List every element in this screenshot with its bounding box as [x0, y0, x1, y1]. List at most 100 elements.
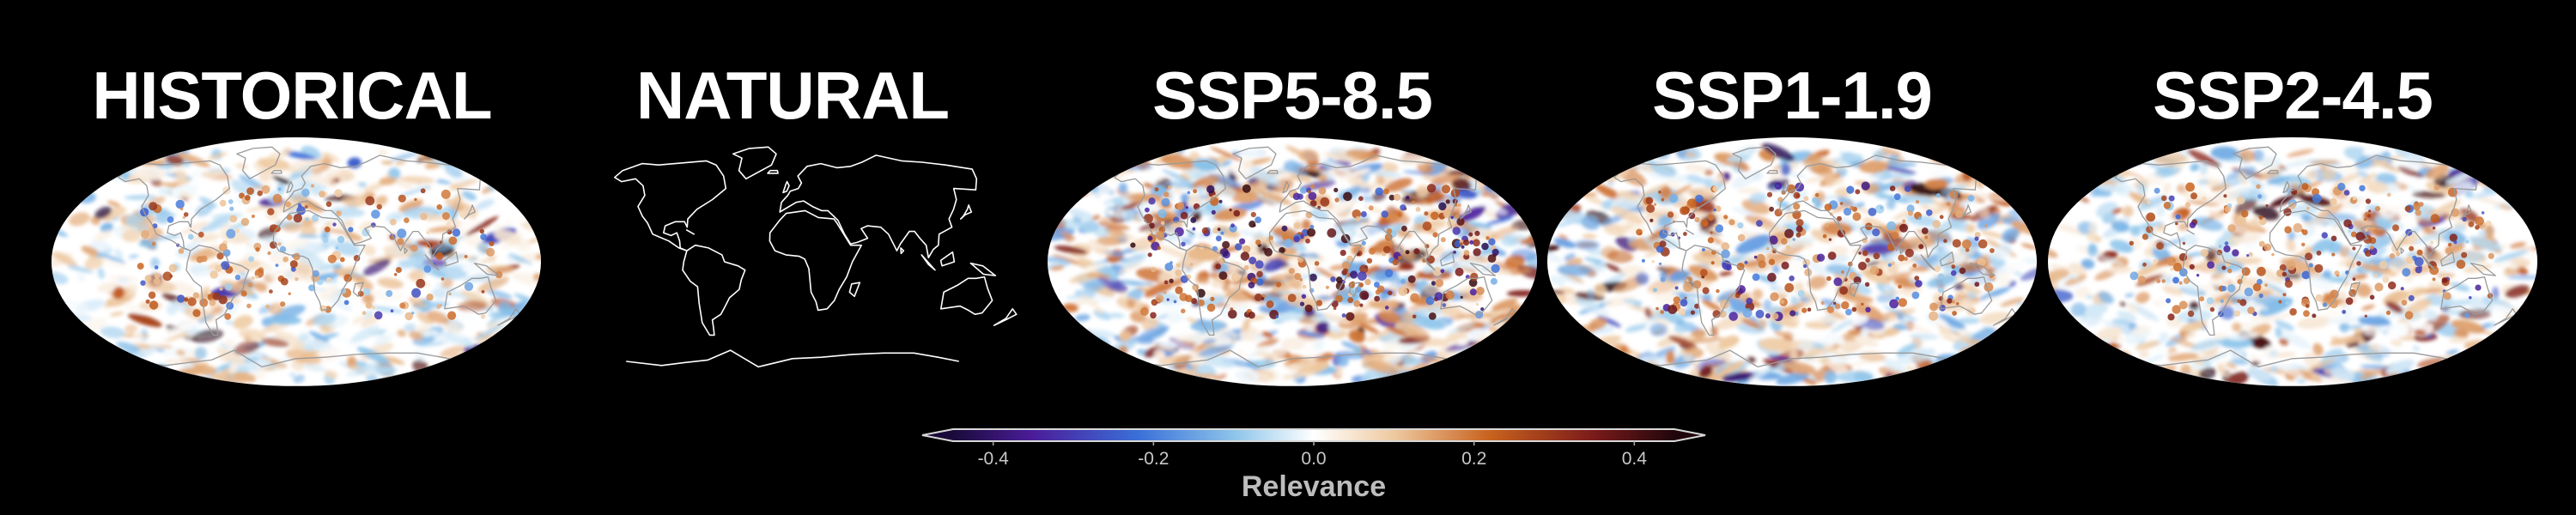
relevance-cell — [2398, 178, 2426, 185]
relevance-cell — [69, 212, 90, 227]
relevance-cell — [253, 282, 268, 293]
relevance-hotspot — [1868, 208, 1877, 216]
relevance-cell — [2208, 210, 2224, 220]
relevance-hotspot — [317, 279, 324, 286]
relevance-cell — [1302, 219, 1311, 232]
relevance-cell — [1785, 172, 1807, 179]
relevance-hotspot — [1206, 185, 1215, 194]
relevance-hotspot — [1384, 306, 1389, 310]
relevance-cell — [1603, 295, 1637, 307]
relevance-hotspot — [154, 272, 161, 279]
relevance-cell — [297, 233, 319, 239]
relevance-hotspot — [1826, 276, 1832, 282]
relevance-cell — [1979, 312, 2014, 325]
coastline-greenland — [1732, 146, 1777, 179]
relevance-cell — [269, 268, 304, 281]
coastline-island — [767, 169, 779, 174]
relevance-cell — [181, 221, 209, 235]
relevance-hotspot — [1784, 282, 1795, 293]
relevance-cell — [2354, 327, 2363, 336]
relevance-hotspot — [1361, 240, 1366, 245]
relevance-cell — [268, 302, 284, 315]
relevance-cell — [535, 253, 541, 261]
relevance-hotspot — [1651, 260, 1655, 264]
relevance-cell — [1959, 328, 1967, 337]
relevance-cell — [1144, 280, 1176, 298]
relevance-hotspot — [1850, 205, 1855, 210]
relevance-hotspot — [2388, 281, 2397, 290]
relevance-hotspot — [1440, 269, 1445, 274]
relevance-cell — [357, 182, 367, 187]
relevance-cell — [1336, 355, 1349, 367]
relevance-cell — [2086, 314, 2104, 327]
relevance-hotspot — [2232, 249, 2239, 257]
coastline-africa — [272, 209, 366, 312]
relevance-hotspot — [2257, 266, 2266, 276]
relevance-cell — [487, 289, 513, 300]
coastline-australia — [2440, 276, 2494, 315]
relevance-hotspot — [1217, 227, 1221, 232]
relevance-cell — [1486, 226, 1518, 241]
relevance-cell — [1583, 257, 1602, 264]
relevance-cell — [1357, 321, 1380, 335]
relevance-cell — [1318, 296, 1334, 300]
relevance-cell — [2414, 329, 2427, 336]
relevance-hotspot — [1346, 255, 1353, 263]
relevance-cell — [234, 372, 257, 383]
relevance-cell — [1686, 174, 1704, 184]
relevance-hotspot — [279, 245, 287, 253]
relevance-hotspot — [2330, 300, 2338, 309]
relevance-cell — [1553, 238, 1577, 249]
relevance-cell — [1395, 229, 1413, 238]
relevance-hotspot — [251, 276, 255, 280]
relevance-hotspot — [1783, 226, 1788, 230]
relevance-hotspot — [1173, 300, 1177, 304]
relevance-hotspot — [1309, 225, 1315, 229]
relevance-hotspot — [1938, 273, 1944, 280]
relevance-hotspot — [1970, 307, 1976, 313]
relevance-hotspot — [1193, 189, 1197, 194]
relevance-hotspot — [1974, 236, 1979, 241]
relevance-cell — [1399, 190, 1434, 207]
relevance-cell — [2233, 233, 2262, 244]
relevance-hotspot — [365, 302, 373, 309]
relevance-cell — [1327, 330, 1348, 339]
relevance-hotspot — [2147, 200, 2151, 204]
relevance-cell — [1368, 360, 1400, 376]
relevance-cell — [1896, 313, 1904, 321]
relevance-hotspot — [179, 207, 184, 211]
relevance-hotspot — [1700, 219, 1709, 227]
relevance-cell — [1650, 296, 1668, 302]
relevance-hotspot — [2355, 232, 2366, 241]
relevance-hotspot — [348, 227, 354, 233]
relevance-cell — [2300, 216, 2334, 227]
relevance-cell — [272, 175, 293, 185]
relevance-cell — [2431, 199, 2462, 216]
relevance-hotspot — [1281, 225, 1288, 232]
relevance-cell — [76, 272, 86, 282]
relevance-hotspot — [1424, 211, 1429, 216]
coastline-na — [2114, 160, 2227, 251]
relevance-cell — [2323, 292, 2333, 301]
relevance-cell — [443, 320, 463, 335]
relevance-cell — [493, 229, 522, 245]
relevance-cell — [1327, 167, 1350, 179]
relevance-cell — [374, 336, 392, 346]
relevance-cell — [1456, 337, 1468, 346]
relevance-hotspot — [154, 265, 159, 270]
relevance-cell — [301, 225, 317, 237]
relevance-hotspot — [1384, 269, 1394, 278]
colorbar-tick-label: 0.4 — [1622, 449, 1648, 469]
relevance-cell — [1625, 324, 1647, 333]
relevance-cell — [1714, 313, 1751, 330]
relevance-hotspot — [1742, 308, 1753, 318]
relevance-hotspot — [1470, 272, 1479, 282]
relevance-hotspot — [1797, 290, 1805, 298]
relevance-hotspot — [459, 210, 467, 219]
relevance-hotspot — [1210, 296, 1215, 301]
relevance-hotspot — [420, 188, 426, 194]
relevance-hotspot — [2142, 233, 2148, 240]
relevance-hotspot — [1825, 223, 1829, 227]
relevance-hotspot — [1770, 292, 1779, 301]
relevance-cell — [1896, 321, 1932, 333]
